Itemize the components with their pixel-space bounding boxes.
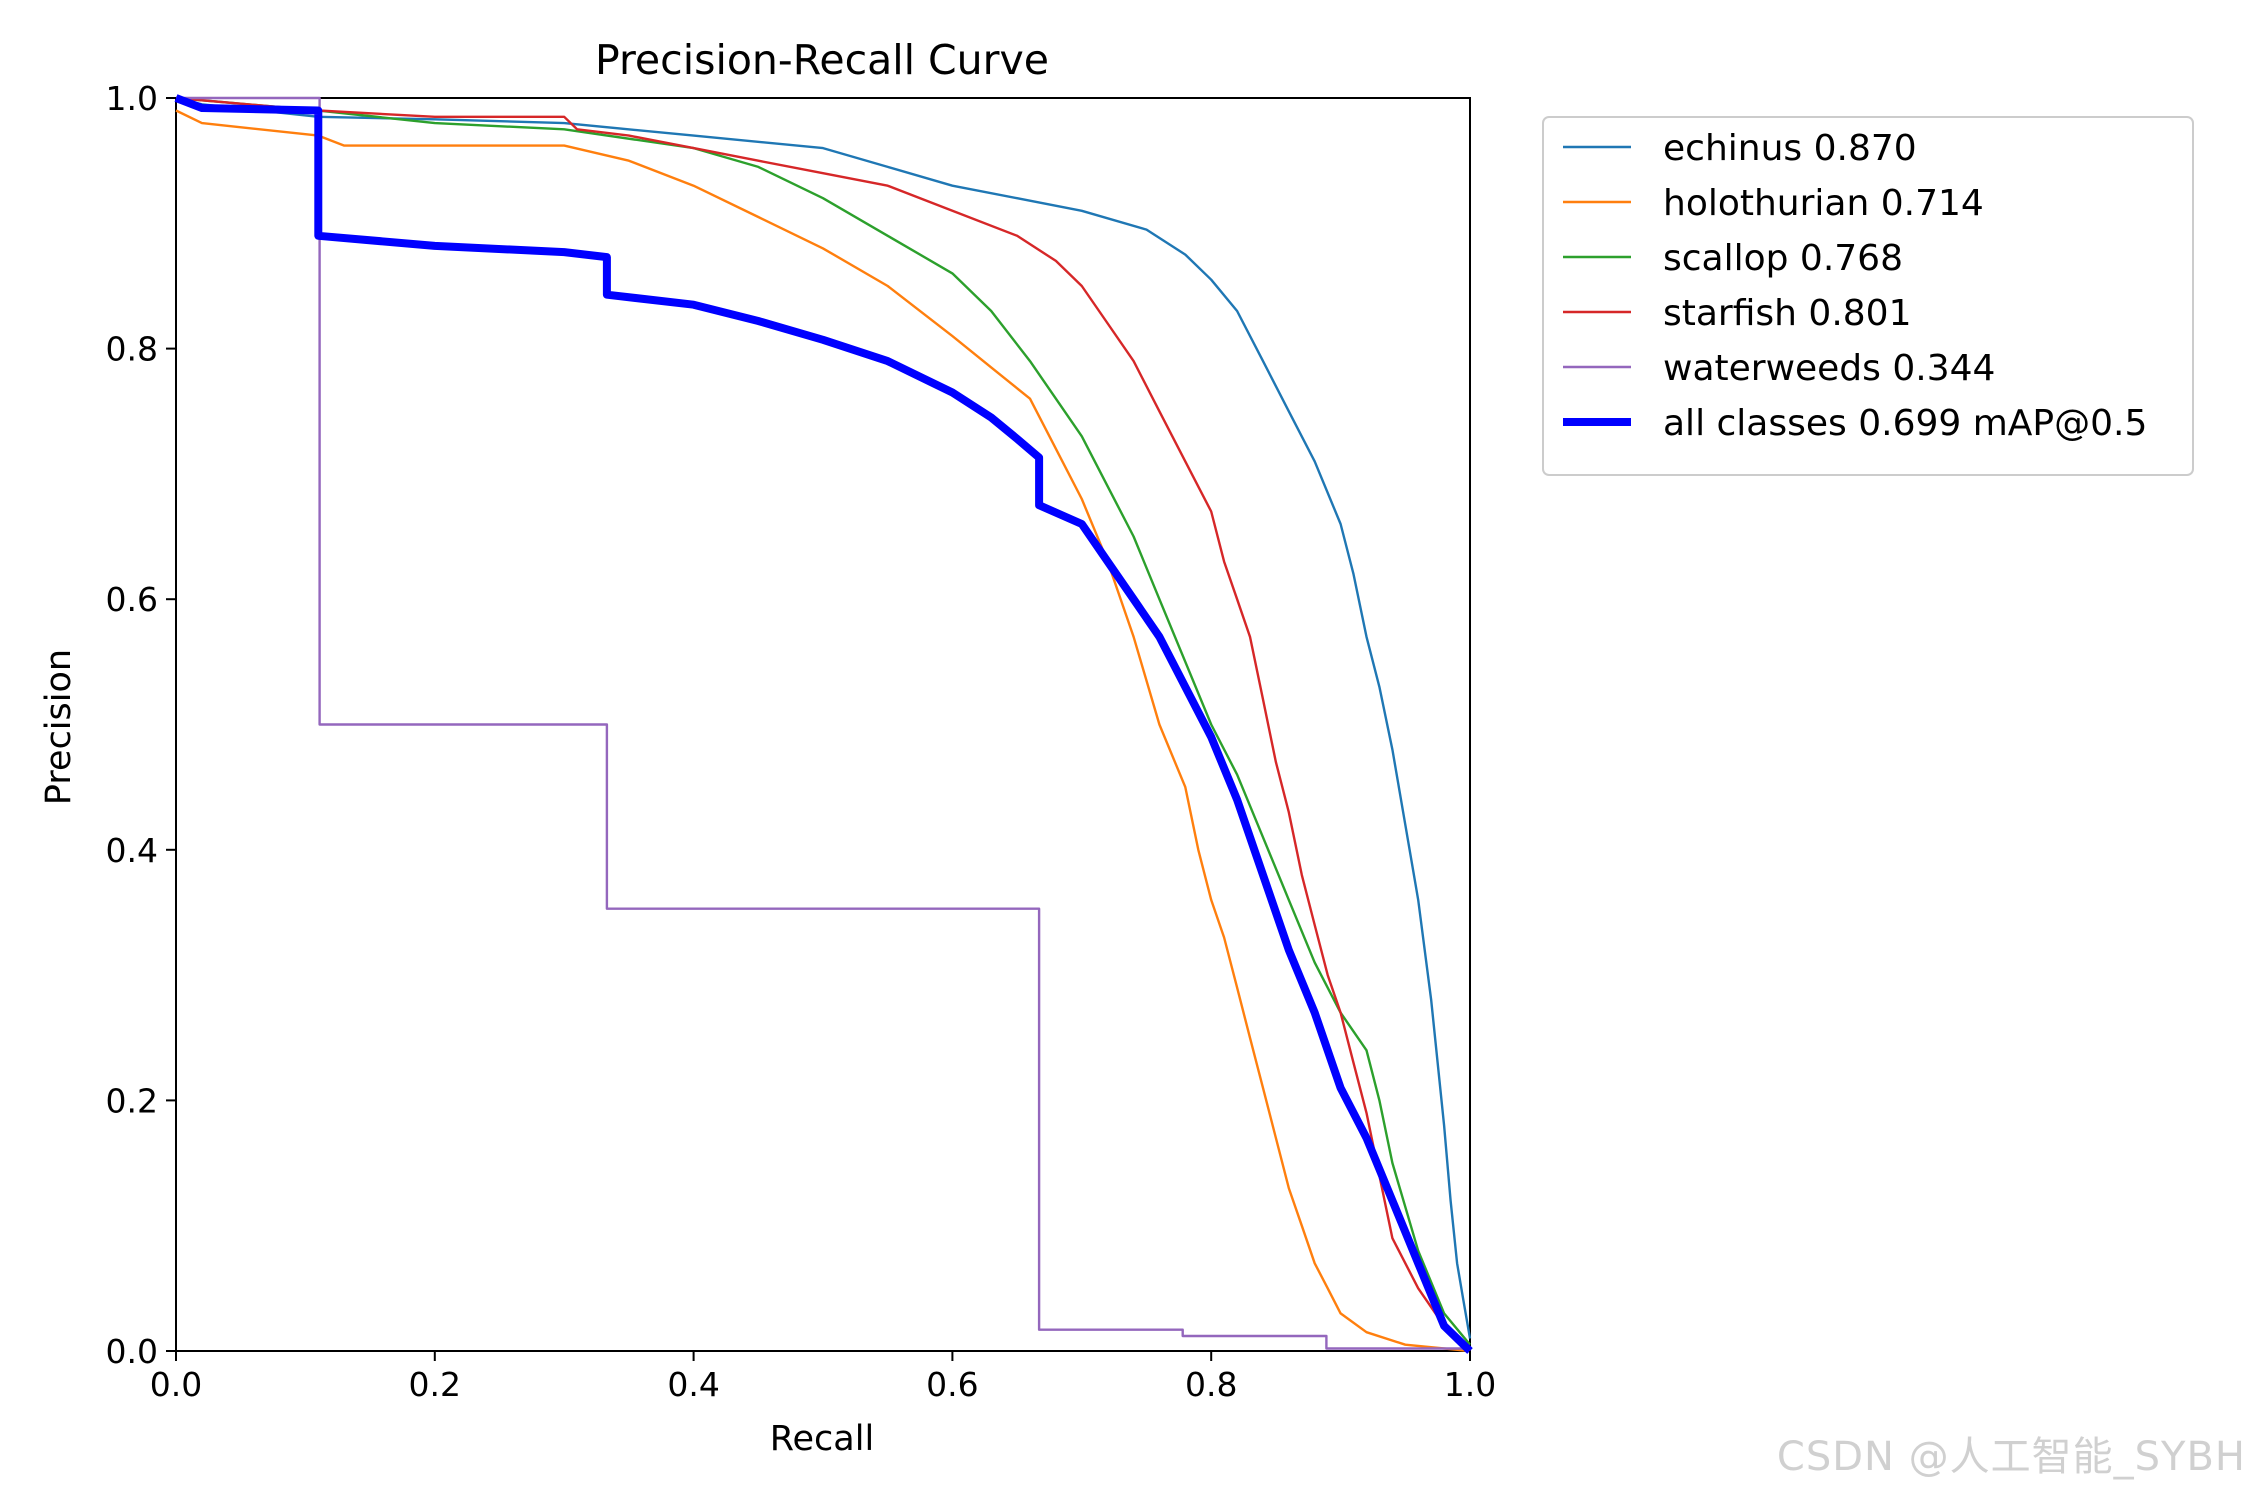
y-tick-label: 0.6: [106, 580, 158, 619]
y-tick-label: 0.4: [106, 831, 158, 870]
x-tick-label: 0.4: [667, 1365, 719, 1404]
plot-frame: [175, 97, 1471, 1352]
legend-box: [1542, 116, 2194, 476]
series-line-waterweeds: [176, 96, 1470, 1350]
y-tick-label: 1.0: [106, 79, 158, 118]
legend-label-waterweeds: waterweeds 0.344: [1663, 348, 1995, 389]
x-tick-label: 0.0: [150, 1365, 202, 1404]
x-tick-label: 0.8: [1185, 1365, 1237, 1404]
legend-label-holothurian: holothurian 0.714: [1663, 183, 1984, 224]
y-axis-label: Precision: [39, 649, 79, 805]
series-line-holothurian: [175, 109, 1471, 1353]
series-line-all-classes: [174, 94, 1473, 1354]
watermark: CSDN @人工智能_SYBH: [1776, 1434, 2246, 1480]
legend-label-starfish: starfish 0.801: [1663, 293, 1911, 334]
legend-label-echinus: echinus 0.870: [1663, 128, 1917, 169]
x-axis: 0.0 0.2 0.4 0.6 0.8 1.0: [150, 1351, 1496, 1404]
legend-label-all-classes: all classes 0.699 mAP@0.5: [1663, 403, 2147, 444]
x-axis-label: Recall: [770, 1419, 874, 1459]
series-line-scallop: [175, 96, 1471, 1346]
y-tick-label: 0.8: [106, 330, 158, 369]
plot-area: [174, 94, 1473, 1354]
series-line-starfish: [175, 96, 1471, 1352]
y-tick-label: 0.0: [106, 1332, 158, 1371]
x-tick-label: 0.2: [409, 1365, 461, 1404]
legend-label-scallop: scallop 0.768: [1663, 238, 1903, 279]
series-layer: [174, 94, 1473, 1354]
legend: echinus 0.870 holothurian 0.714 scallop 0.…: [1542, 116, 2194, 476]
chart-title: Precision-Recall Curve: [595, 36, 1049, 84]
x-tick-label: 0.6: [926, 1365, 978, 1404]
x-tick-label: 1.0: [1444, 1365, 1496, 1404]
series-line-echinus: [175, 96, 1472, 1339]
y-axis: 0.0 0.2 0.4 0.6 0.8 1.0: [106, 79, 176, 1371]
y-tick-label: 0.2: [106, 1081, 158, 1120]
